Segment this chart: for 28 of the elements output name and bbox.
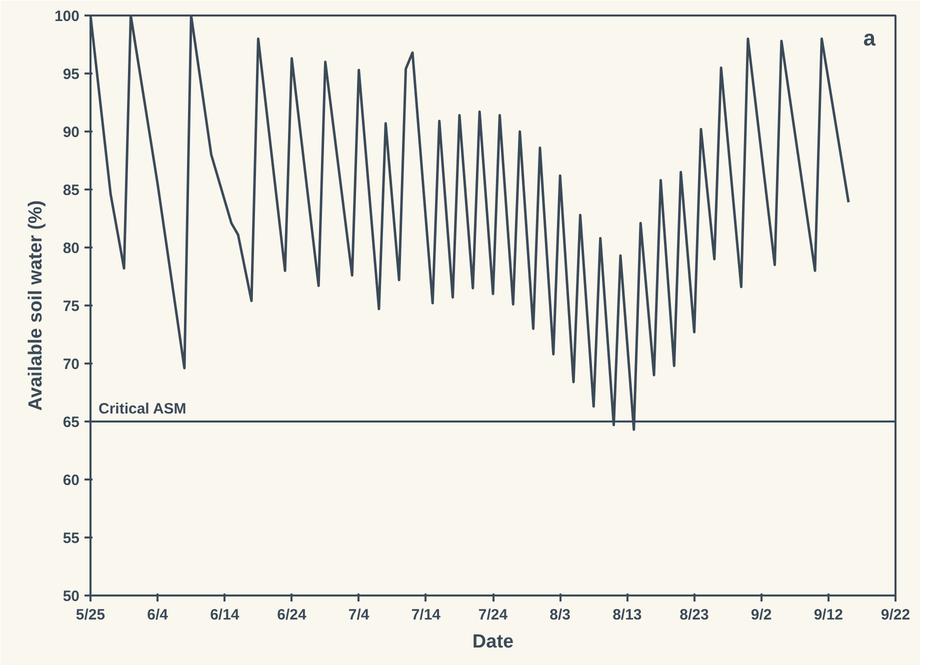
x-tick-label: 8/23 [680, 606, 709, 624]
x-tick-label: 6/24 [277, 606, 308, 624]
x-tick-label: 7/14 [411, 606, 442, 624]
y-tick-label: 60 [62, 472, 80, 489]
x-tick-label: 8/3 [550, 606, 571, 624]
y-tick-label: 100 [54, 8, 80, 25]
x-axis-title: Date [472, 632, 514, 652]
x-tick-label: 6/14 [210, 606, 240, 624]
y-tick-label: 70 [62, 356, 80, 373]
x-tick-label: 7/4 [348, 606, 370, 624]
x-tick-label: 9/2 [750, 606, 772, 624]
y-tick-label: 65 [62, 414, 80, 431]
x-tick-label: 5/25 [76, 606, 106, 624]
y-axis-title: Available soil water (%) [25, 200, 46, 411]
y-tick-label: 90 [62, 124, 80, 141]
y-tick-label: 85 [62, 182, 80, 199]
y-tick-label: 75 [62, 298, 80, 315]
y-tick-label: 80 [62, 240, 80, 257]
y-tick-label: 50 [62, 588, 80, 605]
y-tick-label: 95 [62, 66, 80, 83]
y-tick-label: 55 [62, 530, 80, 547]
annotation: a [863, 26, 876, 50]
x-tick-label: 6/4 [147, 606, 169, 624]
ref-line-label: Critical ASM [98, 400, 186, 418]
x-tick-label: 8/13 [612, 606, 642, 624]
x-tick-label: 7/24 [478, 606, 508, 624]
x-tick-label: 9/12 [814, 606, 844, 624]
x-tick-label: 9/22 [880, 606, 910, 624]
